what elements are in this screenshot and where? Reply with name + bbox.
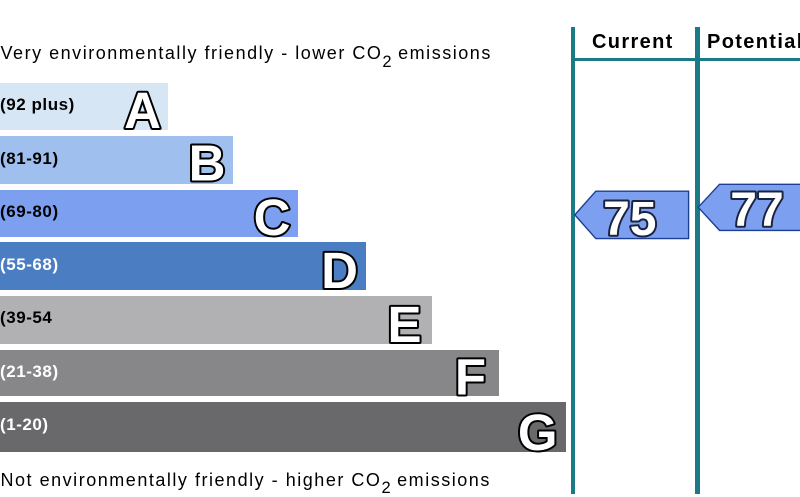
svg-text:75: 75 <box>603 193 656 246</box>
svg-text:77: 77 <box>730 184 783 237</box>
svg-text:G: G <box>518 404 558 461</box>
svg-text:A: A <box>124 82 161 139</box>
svg-text:B: B <box>189 135 226 192</box>
svg-text:E: E <box>387 296 421 353</box>
svg-text:C: C <box>254 189 291 246</box>
svg-text:D: D <box>321 242 358 299</box>
svg-text:F: F <box>455 348 486 405</box>
